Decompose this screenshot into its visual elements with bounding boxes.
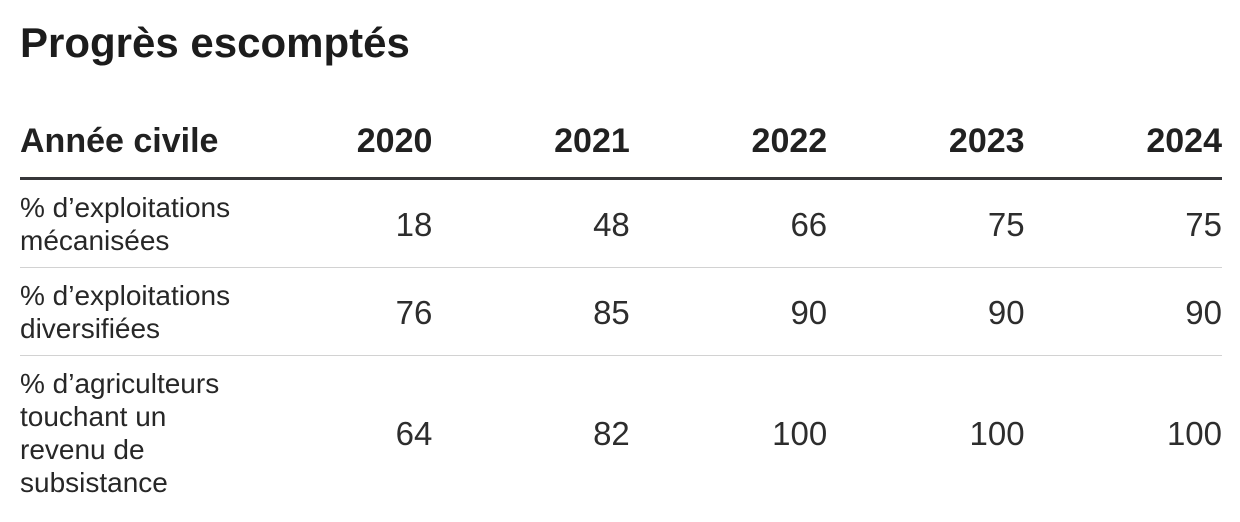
value-cell: 75 — [987, 205, 1025, 243]
value-cell: 18 — [395, 205, 433, 243]
row-label: % d’exploitations mécanisées — [20, 192, 231, 257]
column-header-2022: 2022 — [751, 122, 828, 161]
table-header-row: Année civile 2020 2021 2022 2023 2024 — [20, 122, 1222, 179]
table-row: % d’agriculteurs touchant un revenu de s… — [20, 356, 1222, 510]
column-header-annee-civile: Année civile — [20, 122, 219, 161]
value-cell: 48 — [593, 205, 630, 243]
progress-table: Année civile 2020 2021 2022 2023 2024 % … — [20, 122, 1222, 509]
document-page: Progrès escomptés Année civile 2020 2021… — [20, 19, 1222, 509]
column-header-2023: 2023 — [948, 122, 1025, 161]
value-cell: 82 — [593, 414, 630, 452]
column-header-2024: 2024 — [1146, 122, 1222, 161]
column-header-2021: 2021 — [554, 122, 630, 161]
value-cell: 100 — [772, 414, 828, 452]
row-label: % d’agriculteurs touchant un revenu de s… — [20, 368, 220, 499]
value-cell: 90 — [987, 293, 1025, 331]
table-row: % d’exploitations diversifiées 76 85 90 … — [20, 268, 1222, 356]
value-cell: 100 — [969, 414, 1025, 452]
value-cell: 75 — [1185, 205, 1222, 243]
page-title: Progrès escomptés — [20, 19, 410, 66]
column-header-2020: 2020 — [356, 122, 433, 161]
value-cell: 66 — [790, 205, 828, 243]
value-cell: 90 — [790, 293, 828, 331]
value-cell: 90 — [1185, 293, 1222, 331]
row-label: % d’exploitations diversifiées — [20, 280, 231, 345]
value-cell: 100 — [1166, 414, 1222, 452]
value-cell: 64 — [395, 414, 433, 452]
table-row: % d’exploitations mécanisées 18 48 66 75… — [20, 179, 1222, 268]
value-cell: 85 — [593, 293, 630, 331]
value-cell: 76 — [395, 293, 433, 331]
